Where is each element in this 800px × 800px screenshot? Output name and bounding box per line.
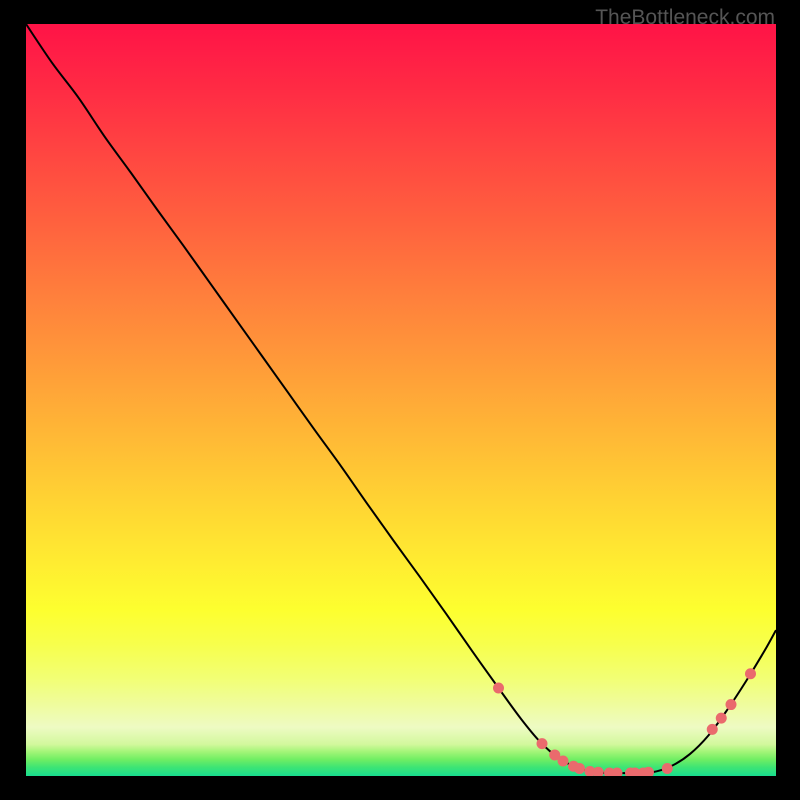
curve-marker	[593, 767, 603, 776]
curve-marker	[494, 683, 504, 693]
curve-marker	[707, 724, 717, 734]
gradient-background	[26, 24, 776, 776]
curve-marker	[662, 763, 672, 773]
curve-marker	[644, 767, 654, 776]
curve-marker	[575, 763, 585, 773]
curve-marker	[716, 713, 726, 723]
curve-marker	[746, 669, 756, 679]
curve-marker	[537, 739, 547, 749]
curve-marker	[558, 756, 568, 766]
plot-area	[26, 24, 776, 776]
chart-svg	[26, 24, 776, 776]
curve-marker	[726, 700, 736, 710]
chart-container: TheBottleneck.com	[0, 0, 800, 800]
curve-marker	[612, 768, 622, 776]
